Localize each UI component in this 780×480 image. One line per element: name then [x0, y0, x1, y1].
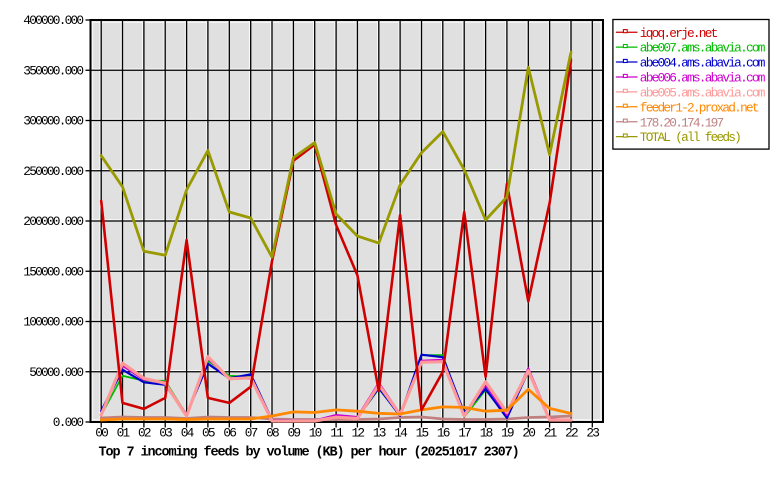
- svg-text:150000.000: 150000.000: [23, 264, 83, 279]
- svg-text:08: 08: [266, 426, 279, 441]
- svg-text:350000.000: 350000.000: [23, 63, 83, 78]
- svg-text:abe005.ams.abavia.com: abe005.ams.abavia.com: [640, 86, 766, 101]
- svg-text:100000.000: 100000.000: [23, 315, 83, 330]
- svg-text:22: 22: [565, 426, 578, 441]
- svg-text:Top 7 incoming feeds by volume: Top 7 incoming feeds by volume (KB) per …: [99, 446, 519, 461]
- svg-text:178.20.174.197: 178.20.174.197: [640, 115, 724, 130]
- svg-text:20: 20: [522, 426, 535, 441]
- svg-text:03: 03: [159, 426, 172, 441]
- svg-text:14: 14: [394, 426, 408, 441]
- svg-text:01: 01: [117, 426, 131, 441]
- svg-text:02: 02: [138, 426, 151, 441]
- svg-text:19: 19: [501, 426, 514, 441]
- svg-text:250000.000: 250000.000: [23, 164, 83, 179]
- svg-text:abe004.ams.abavia.com: abe004.ams.abavia.com: [640, 56, 766, 71]
- svg-text:TOTAL (all feeds): TOTAL (all feeds): [640, 130, 740, 145]
- svg-text:50000.000: 50000.000: [29, 365, 83, 380]
- svg-text:abe006.ams.abavia.com: abe006.ams.abavia.com: [640, 71, 766, 86]
- svg-text:13: 13: [373, 426, 386, 441]
- svg-text:16: 16: [437, 426, 450, 441]
- svg-text:11: 11: [330, 426, 344, 441]
- svg-text:06: 06: [223, 426, 236, 441]
- svg-text:10: 10: [309, 426, 322, 441]
- svg-text:04: 04: [181, 426, 195, 441]
- svg-text:23: 23: [586, 426, 599, 441]
- svg-text:iqoq.erje.net: iqoq.erje.net: [640, 26, 718, 41]
- svg-text:abe007.ams.abavia.com: abe007.ams.abavia.com: [640, 41, 766, 56]
- svg-text:18: 18: [480, 426, 493, 441]
- svg-text:00: 00: [95, 426, 108, 441]
- svg-text:21: 21: [544, 426, 558, 441]
- svg-text:07: 07: [245, 426, 258, 441]
- svg-text:15: 15: [416, 426, 429, 441]
- svg-text:300000.000: 300000.000: [23, 114, 83, 129]
- svg-text:200000.000: 200000.000: [23, 214, 83, 229]
- svg-text:09: 09: [287, 426, 300, 441]
- svg-text:12: 12: [351, 426, 364, 441]
- svg-text:17: 17: [458, 426, 471, 441]
- svg-text:0.000: 0.000: [53, 415, 84, 430]
- svg-text:400000.000: 400000.000: [23, 13, 83, 28]
- svg-text:feeder1-2.proxad.net: feeder1-2.proxad.net: [640, 100, 759, 115]
- svg-text:05: 05: [202, 426, 215, 441]
